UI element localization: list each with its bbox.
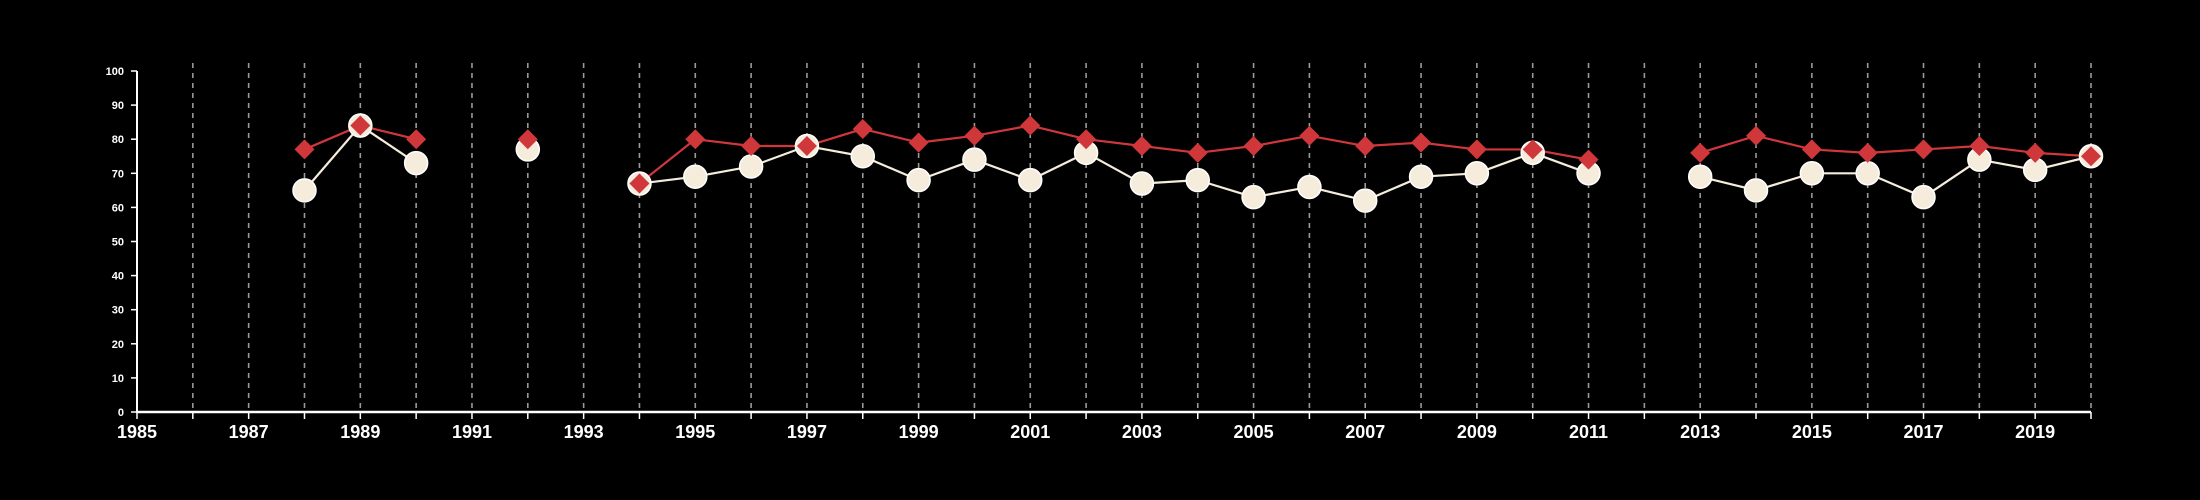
x-tick-label-2003: 2003 [1122, 422, 1162, 442]
series-1-point-1994 [629, 173, 650, 194]
axes: 0 10 20 30 40 50 60 70 80 90 100 1985 1987 1989 1991 19… [106, 66, 2092, 442]
series-1-point-2016 [1857, 142, 1878, 163]
series-1-segment-2004 [1141, 144, 1198, 154]
series-2-point-1995 [683, 164, 708, 189]
series-2-point-2001 [1018, 167, 1043, 193]
series-2-point-2005 [1241, 184, 1266, 210]
series-1-point-1998 [852, 118, 873, 139]
series-1-segment-1996 [695, 138, 752, 148]
series-1-point-2020 [2081, 146, 2101, 167]
series-2-point-2007 [1352, 188, 1378, 213]
y-tick-label-10: 10 [112, 373, 124, 385]
y-tick-label-100: 100 [106, 66, 124, 78]
y-tick-label-0: 0 [118, 407, 124, 419]
series-2-point-1999 [906, 167, 931, 193]
series-1-point-2019 [2025, 142, 2046, 163]
series-1-segment-2014 [1699, 134, 1757, 154]
series-1-point-2002 [1076, 129, 1097, 150]
series-1-point-2001 [1020, 115, 1041, 136]
series-1-point-1997 [796, 136, 817, 157]
series-1-point-1999 [908, 132, 929, 153]
x-tick-label-1991: 1991 [452, 422, 492, 442]
series-1-point-2006 [1299, 125, 1320, 146]
x-tick-label-2009: 2009 [1457, 422, 1497, 442]
series-1-segment-1999 [862, 127, 919, 144]
series-1-point-2017 [1913, 139, 1934, 160]
series-1-point-1988 [294, 139, 315, 160]
series-1-point-2000 [964, 125, 985, 146]
series-2-point-1988 [292, 178, 317, 203]
series-2-point-2009 [1464, 161, 1490, 186]
y-tick-label-90: 90 [112, 100, 124, 112]
y-tick-label-70: 70 [112, 168, 124, 180]
x-tick-label-2007: 2007 [1345, 422, 1385, 442]
series-2-point-2003 [1129, 171, 1155, 196]
vertical-grid [192, 63, 2092, 412]
series-markers [292, 113, 2104, 213]
x-tick-label-1987: 1987 [229, 422, 269, 442]
series-2-point-2016 [1855, 161, 1880, 186]
series-1-point-2004 [1187, 142, 1208, 163]
x-tick-label-1985: 1985 [117, 422, 157, 442]
series-2-segment-1989 [303, 124, 362, 192]
x-tick-label-2001: 2001 [1010, 422, 1050, 442]
series-1-point-2007 [1355, 136, 1376, 157]
series-2-point-2000 [962, 147, 987, 172]
series-1-segment-2009 [1420, 141, 1478, 151]
series-2-point-2006 [1297, 174, 1322, 200]
series-1-segment-2002 [1029, 124, 1087, 141]
series-2-point-2014 [1743, 178, 1769, 203]
series-2-point-1998 [850, 144, 876, 169]
y-tick-label-50: 50 [112, 237, 124, 249]
x-tick-label-2005: 2005 [1234, 422, 1274, 442]
series-1-point-1990 [406, 129, 427, 150]
y-tick-label-80: 80 [112, 134, 124, 146]
series-1-point-1989 [350, 115, 371, 136]
series-2-point-2008 [1408, 164, 1434, 189]
series-1-segment-2000 [918, 134, 975, 144]
series-1-segment-2015 [1755, 134, 1813, 151]
series-1-point-2008 [1411, 132, 1432, 153]
series-1-segment-2001 [974, 124, 1031, 137]
x-tick-label-1997: 1997 [787, 422, 827, 442]
series-1-point-2013 [1690, 142, 1711, 163]
series-1-segment-2003 [1085, 138, 1143, 148]
series-1-point-1995 [685, 129, 706, 150]
series-1-point-2005 [1243, 136, 1264, 157]
series-1-point-2015 [1801, 139, 1822, 160]
series-2-point-2015 [1799, 161, 1825, 186]
x-tick-label-2019: 2019 [2015, 422, 2055, 442]
series-1-segment-2005 [1197, 144, 1254, 154]
series-2-point-2004 [1185, 167, 1210, 193]
x-tick-label-1989: 1989 [340, 422, 380, 442]
y-tick-label-20: 20 [112, 339, 124, 351]
series-1-point-2010 [1522, 139, 1543, 160]
series-2-point-2017 [1911, 184, 1936, 210]
series-1-segment-2019 [1979, 144, 2036, 154]
x-tick-label-2011: 2011 [1569, 422, 1608, 442]
series-1-point-2011 [1578, 149, 1599, 170]
series-2-point-1996 [738, 154, 764, 179]
series-1-point-2014 [1746, 125, 1767, 146]
y-tick-label-60: 60 [112, 202, 124, 214]
x-tick-label-2013: 2013 [1680, 422, 1720, 442]
series-1-point-2018 [1969, 136, 1990, 157]
x-tick-label-2017: 2017 [1903, 422, 1943, 442]
series-1-segment-2006 [1253, 134, 1310, 148]
series-1-point-1992 [517, 129, 538, 150]
x-tick-label-1995: 1995 [675, 422, 715, 442]
y-tick-label-30: 30 [112, 305, 124, 317]
series-1-point-2009 [1466, 139, 1487, 160]
series-2-point-2013 [1687, 164, 1713, 189]
x-tick-label-1993: 1993 [564, 422, 604, 442]
series-1-point-2003 [1131, 136, 1152, 157]
series-1-segment-2007 [1309, 134, 1366, 148]
x-tick-label-2015: 2015 [1792, 422, 1832, 442]
x-tick-label-1999: 1999 [899, 422, 939, 442]
series-1-point-1996 [741, 136, 762, 157]
y-tick-label-40: 40 [112, 271, 124, 283]
series-2-point-1990 [403, 150, 429, 176]
